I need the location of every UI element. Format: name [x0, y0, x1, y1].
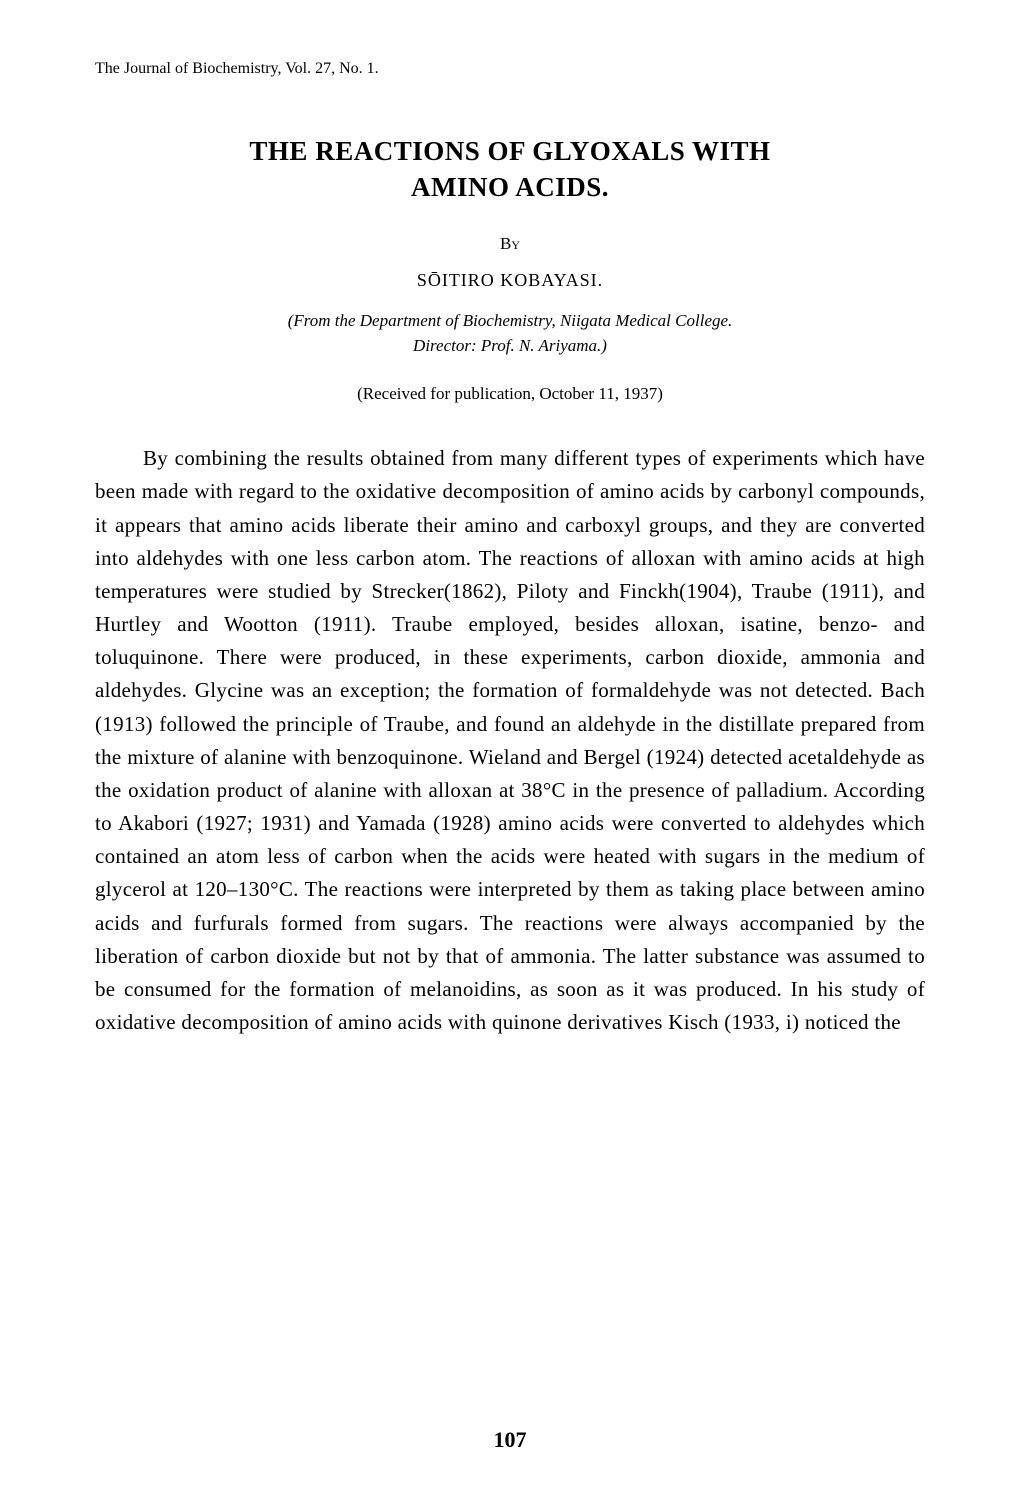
author-name: SŌITIRO KOBAYASI.: [95, 270, 925, 291]
affiliation-line-2: Director: Prof. N. Ariyama.): [413, 336, 607, 355]
title-line-2: AMINO ACIDS.: [411, 172, 609, 202]
received-date: (Received for publication, October 11, 1…: [95, 384, 925, 404]
journal-header: The Journal of Biochemistry, Vol. 27, No…: [95, 60, 925, 78]
title-line-1: THE REACTIONS OF GLYOXALS WITH: [249, 136, 770, 166]
article-body: By combining the results obtained from m…: [95, 442, 925, 1039]
author-affiliation: (From the Department of Biochemistry, Ni…: [95, 309, 925, 358]
affiliation-line-1: (From the Department of Biochemistry, Ni…: [288, 311, 733, 330]
article-title: THE REACTIONS OF GLYOXALS WITH AMINO ACI…: [95, 133, 925, 206]
page-number: 107: [0, 1427, 1020, 1453]
byline: By: [95, 234, 925, 254]
